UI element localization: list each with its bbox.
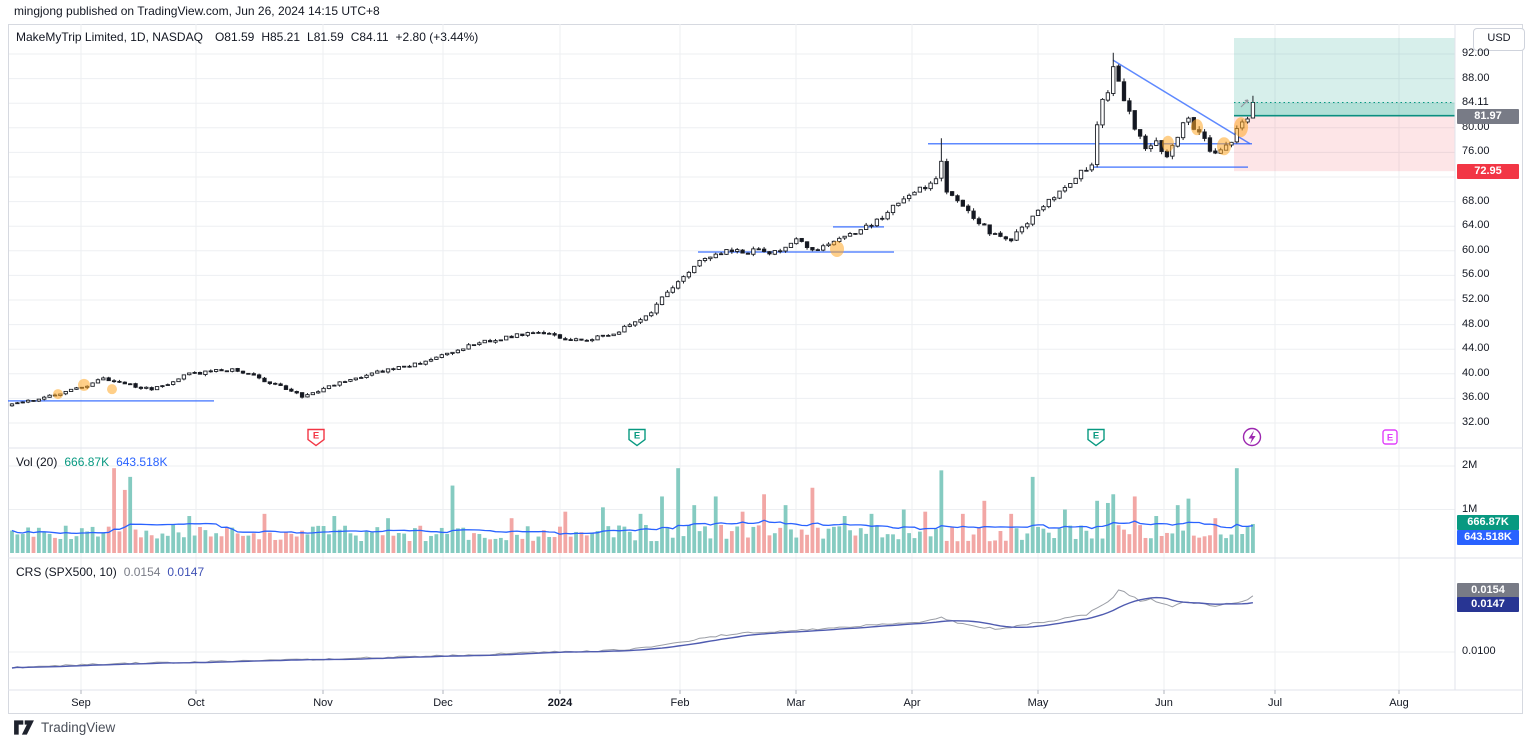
volume-tick-label: 2M <box>1462 459 1478 471</box>
publisher-note: mingjong published on TradingView.com, J… <box>14 4 380 18</box>
volume-value: 666.87K <box>64 455 110 469</box>
time-scale[interactable]: Sep Oct Nov Dec 2024 Feb Mar Apr May Jun Jul Aug <box>9 690 1523 714</box>
price-tick-label: 88.00 <box>1462 71 1490 84</box>
crs-raw-value: 0.0154 <box>123 565 161 579</box>
tradingview-footer-link[interactable]: TradingView <box>13 719 115 736</box>
volume-value-label: 666.87K <box>1457 515 1519 530</box>
price-tick-label: 40.00 <box>1462 366 1490 379</box>
volume-tick-label: 1M <box>1462 502 1478 515</box>
time-axis-month-label: Oct <box>187 697 205 709</box>
price-tick-label: 32.00 <box>1462 416 1490 428</box>
crs-tick-label: 0.0100 <box>1462 645 1496 657</box>
price-tick-label: 36.00 <box>1462 391 1490 404</box>
crs-ma-value: 0.0147 <box>167 565 205 579</box>
symbol-title[interactable]: MakeMyTrip Limited, 1D, NASDAQ <box>16 30 203 44</box>
ohlc-change: +2.80 (+3.44%) <box>395 30 479 44</box>
price-tick-label: 52.00 <box>1462 293 1490 305</box>
tradingview-logo-icon <box>14 720 34 735</box>
volume-indicator-title[interactable]: Vol (20) <box>16 455 58 469</box>
crs-pane-legend: CRS (SPX500, 10) 0.0154 0.0147 <box>16 565 211 579</box>
position-stop-price-label: 72.95 <box>1457 164 1519 179</box>
time-axis-month-label: Nov <box>313 697 333 709</box>
time-axis-month-label: Mar <box>786 697 806 709</box>
price-tick-label: 64.00 <box>1462 219 1490 232</box>
price-tick-label: 48.00 <box>1462 317 1490 330</box>
time-axis-month-label: Apr <box>903 697 921 709</box>
time-axis-month-label: Aug <box>1389 697 1409 709</box>
price-pane-legend: MakeMyTrip Limited, 1D, NASDAQ O81.59 H85.… <box>16 30 485 44</box>
current-price-tick: 84.11 <box>1462 95 1489 108</box>
crs-raw-value-label: 0.0154 <box>1457 583 1519 598</box>
time-axis-month-label: Jun <box>1155 697 1173 709</box>
volume-ma-value: 643.518K <box>116 455 168 469</box>
time-axis-month-label: Sep <box>71 697 91 709</box>
chart-frame <box>8 24 1523 714</box>
crs-indicator-title[interactable]: CRS (SPX500, 10) <box>16 565 117 579</box>
currency-button[interactable]: USD <box>1473 28 1525 51</box>
volume-pane-legend: Vol (20) 666.87K 643.518K <box>16 455 174 469</box>
position-entry-price-label: 81.97 <box>1457 109 1519 124</box>
time-axis-month-label: Feb <box>670 697 690 709</box>
brand-name: TradingView <box>41 720 116 735</box>
crs-ma-value-label: 0.0147 <box>1457 597 1519 612</box>
ohlc-close: C84.11 <box>350 30 389 44</box>
price-tick-label: 76.00 <box>1462 145 1490 158</box>
time-axis-month-label: Dec <box>433 697 453 709</box>
ohlc-open: O81.59 <box>214 30 255 44</box>
ohlc-low: L81.59 <box>307 30 344 44</box>
price-tick-label: 68.00 <box>1462 194 1490 207</box>
time-axis-month-label: Jul <box>1267 697 1283 709</box>
price-tick-label: 92.00 <box>1462 47 1490 59</box>
price-tick-label: 44.00 <box>1462 342 1490 355</box>
price-tick-label: 60.00 <box>1462 243 1490 256</box>
time-axis-month-label: May <box>1027 697 1049 709</box>
volume-ma-value-label: 643.518K <box>1457 530 1519 545</box>
price-tick-label: 56.00 <box>1462 268 1490 281</box>
ohlc-high: H85.21 <box>261 30 301 44</box>
time-axis-month-label: 2024 <box>547 697 573 709</box>
